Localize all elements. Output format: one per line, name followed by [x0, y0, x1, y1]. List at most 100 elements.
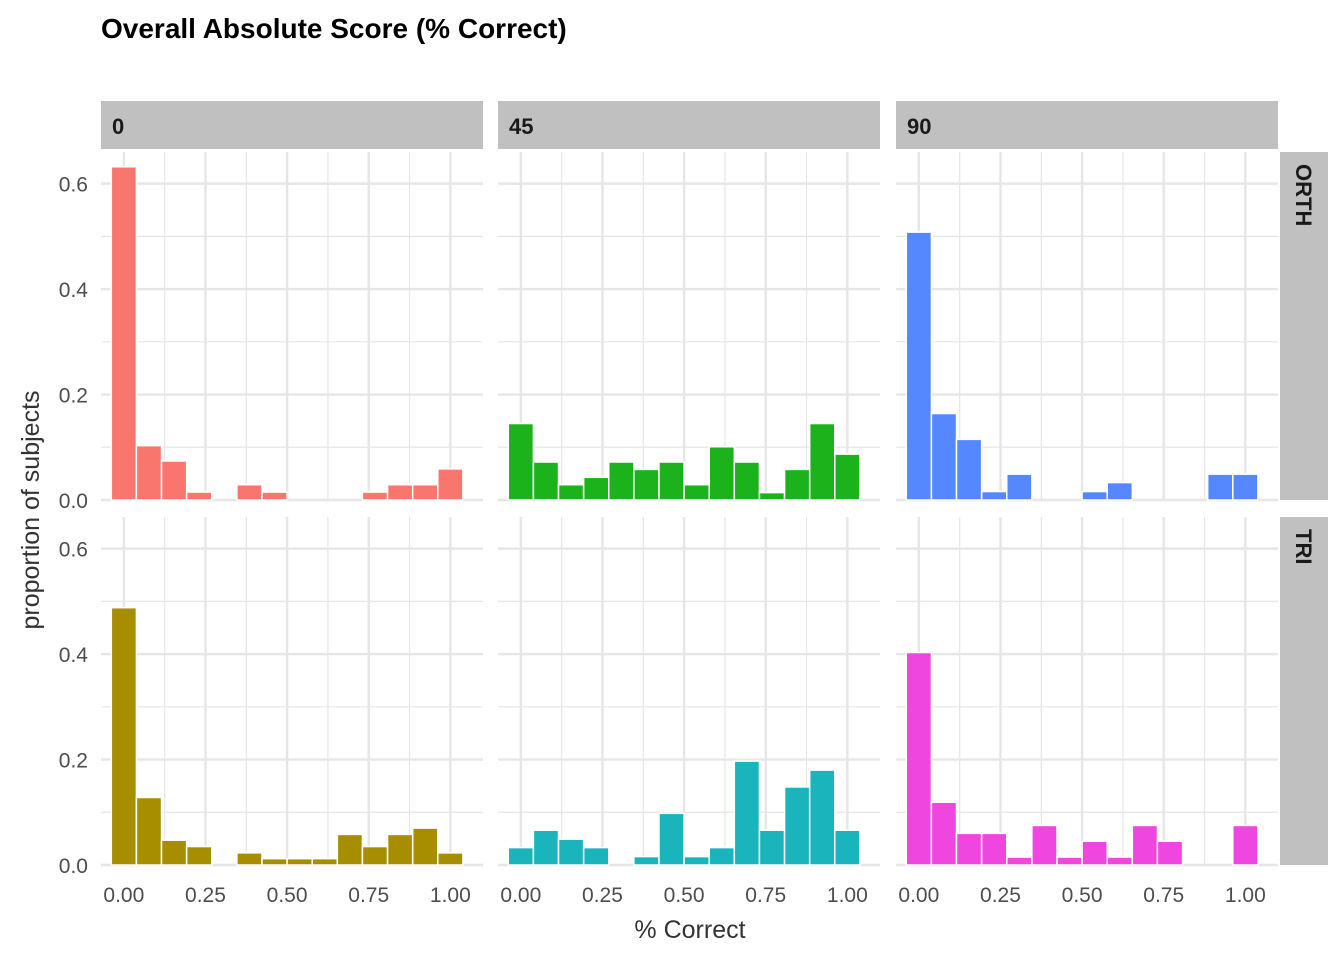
histogram-bar — [261, 491, 288, 501]
histogram-bar — [930, 801, 958, 866]
column-strip-45 — [498, 101, 880, 149]
y-axis-title: proportion of subjects — [17, 390, 45, 629]
histogram-bar — [1156, 840, 1184, 866]
row-strip-tri — [1280, 517, 1328, 865]
row-strip-orth — [1280, 152, 1328, 500]
histogram-bar — [336, 833, 364, 866]
y-tick-label: 0.2 — [59, 385, 88, 408]
histogram-bar — [236, 852, 263, 866]
histogram-bar — [532, 829, 560, 866]
histogram-bar — [905, 651, 933, 866]
histogram-bar — [1081, 840, 1108, 866]
histogram-bar — [437, 852, 464, 866]
x-tick-label: 0.00 — [898, 884, 939, 907]
y-tick-label: 0.4 — [59, 279, 89, 302]
y-tick-label: 0.6 — [59, 174, 88, 197]
panel-orth-45 — [498, 152, 880, 502]
x-tick-label: 0.75 — [1143, 884, 1184, 907]
histogram-bar — [411, 483, 439, 501]
histogram-bar — [582, 476, 610, 501]
histogram-bar — [1131, 824, 1159, 866]
panel-orth-90 — [896, 152, 1278, 502]
histogram-bar — [608, 461, 635, 501]
panel-tri-0 — [101, 517, 483, 867]
histogram-bar — [1232, 824, 1259, 866]
row-strip-label-orth: ORTH — [1291, 164, 1316, 226]
histogram-bar — [507, 422, 535, 501]
x-tick-label: 0.00 — [103, 884, 144, 907]
y-tick-label: 0.0 — [59, 855, 88, 878]
histogram-bar — [160, 839, 188, 866]
facet-panels: 0 45 90 ORTH TRI 0.0 0.2 0.4 0.6 0.0 0.2 0.4 0.6 0.00… — [59, 101, 1328, 907]
histogram-bar — [1106, 481, 1134, 501]
row-strip-label-tri: TRI — [1291, 529, 1316, 564]
histogram-bar — [411, 827, 439, 866]
histogram-bar — [361, 491, 389, 501]
column-strip-0 — [101, 101, 483, 149]
x-tick-label: 0.25 — [582, 884, 623, 907]
histogram-bar — [783, 786, 811, 866]
x-tick-label: 0.50 — [1062, 884, 1103, 907]
histogram-bar — [658, 812, 685, 866]
histogram-bar — [437, 468, 464, 501]
y-tick-label: 0.4 — [59, 644, 89, 667]
histogram-bar — [185, 491, 213, 501]
column-strip-90 — [896, 101, 1278, 149]
histogram-bar — [1232, 473, 1259, 501]
histogram-bar — [185, 845, 213, 866]
histogram-bar — [708, 846, 736, 866]
histogram-bar — [633, 468, 660, 501]
histogram-bar — [733, 760, 761, 866]
histogram-bar — [1006, 473, 1033, 501]
column-strip-label-45: 45 — [509, 114, 533, 139]
x-axis-title: % Correct — [634, 916, 745, 944]
histogram-bar — [532, 461, 560, 501]
x-tick-label: 0.00 — [500, 884, 541, 907]
column-strip-label-90: 90 — [907, 114, 931, 139]
histogram-bar — [582, 846, 610, 866]
panel-tri-45 — [498, 517, 880, 867]
histogram-bar — [980, 490, 1008, 501]
histogram-bar — [683, 483, 710, 501]
histogram-bar — [110, 606, 138, 866]
histogram-bar — [135, 444, 163, 501]
histogram-bar — [658, 461, 685, 501]
x-tick-label: 0.50 — [267, 884, 308, 907]
histogram-bar — [361, 845, 389, 866]
histogram-bar — [633, 855, 660, 866]
histogram-bar — [834, 453, 861, 501]
histogram-bar — [808, 769, 836, 866]
x-tick-label: 0.75 — [348, 884, 389, 907]
histogram-bar — [930, 412, 958, 501]
histogram-bar — [135, 796, 163, 866]
histogram-bar — [683, 855, 710, 866]
histogram-bar — [261, 857, 288, 866]
x-tick-label: 1.00 — [430, 884, 471, 907]
histogram-bar — [557, 838, 585, 866]
histogram-bar — [708, 445, 736, 501]
histogram-bar — [1056, 856, 1083, 866]
histogram-bar — [980, 832, 1008, 866]
histogram-bar — [783, 468, 811, 501]
x-tick-label: 1.00 — [827, 884, 868, 907]
histogram-bar — [386, 483, 414, 501]
panel-orth-0 — [101, 152, 483, 502]
histogram-bar — [311, 857, 339, 866]
histogram-bar — [834, 829, 861, 866]
histogram-bar — [557, 483, 585, 501]
histogram-bar — [758, 829, 786, 866]
histogram-bar — [758, 491, 786, 501]
histogram-bar — [955, 832, 983, 866]
x-tick-label: 0.75 — [745, 884, 786, 907]
x-tick-label: 1.00 — [1225, 884, 1266, 907]
histogram-bar — [160, 460, 188, 501]
chart-title: Overall Absolute Score (% Correct) — [101, 13, 567, 44]
histogram-bar — [507, 846, 535, 866]
panel-tri-90 — [896, 517, 1278, 867]
histogram-bar — [1081, 490, 1108, 501]
x-tick-label: 0.25 — [185, 884, 226, 907]
histogram-bar — [733, 461, 761, 501]
histogram-bar — [110, 166, 138, 501]
